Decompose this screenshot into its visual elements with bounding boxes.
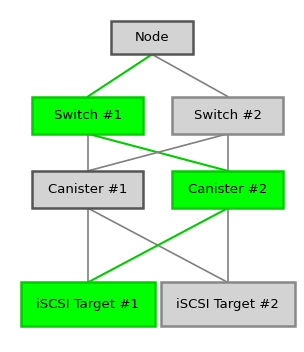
Text: Canister #1: Canister #1 [48, 183, 127, 196]
Text: iSCSI Target #1: iSCSI Target #1 [36, 298, 139, 311]
Text: iSCSI Target #2: iSCSI Target #2 [176, 298, 279, 311]
FancyBboxPatch shape [32, 96, 143, 134]
FancyBboxPatch shape [21, 282, 155, 326]
Text: Canister #2: Canister #2 [188, 183, 268, 196]
Text: Switch #1: Switch #1 [54, 109, 122, 122]
FancyBboxPatch shape [161, 282, 295, 326]
FancyBboxPatch shape [172, 96, 283, 134]
FancyBboxPatch shape [172, 171, 283, 208]
FancyBboxPatch shape [32, 171, 143, 208]
FancyBboxPatch shape [111, 20, 193, 54]
Text: Node: Node [135, 31, 169, 44]
Text: Switch #2: Switch #2 [194, 109, 262, 122]
